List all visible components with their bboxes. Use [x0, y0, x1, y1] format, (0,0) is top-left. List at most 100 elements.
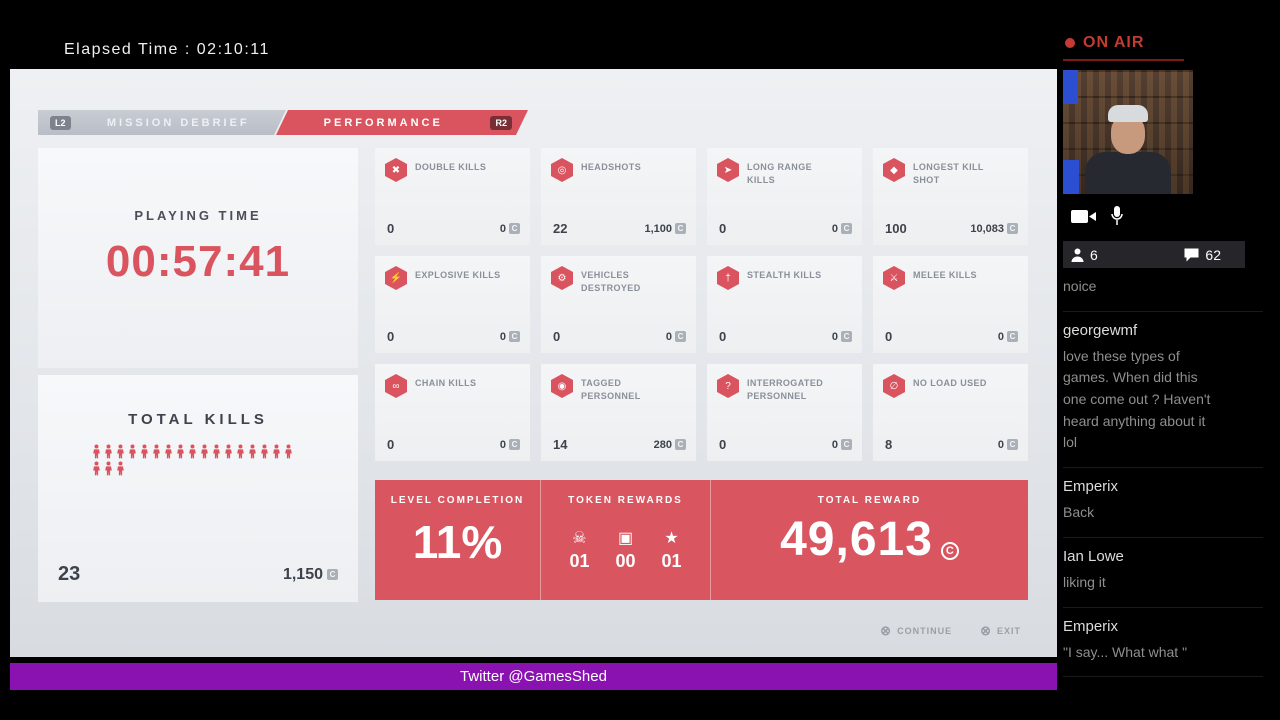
- longest-kill-shot-icon: ◆: [883, 158, 905, 182]
- chat-message: noice: [1063, 266, 1263, 312]
- tab-mission-debrief-label: MISSION DEBRIEF: [106, 116, 250, 129]
- coin-icon: [509, 331, 520, 342]
- coin-icon: [841, 439, 852, 450]
- exit-button-label: EXIT: [996, 625, 1021, 636]
- stat-reward-value: 10,083: [970, 222, 1004, 235]
- tab-performance-label: PERFORMANCE: [323, 116, 443, 129]
- total-kills-card: TOTAL KILLS 23 1,150: [38, 375, 358, 602]
- double-kills-icon: ✖: [385, 158, 407, 182]
- continue-button-label: CONTINUE: [897, 625, 953, 636]
- stat-card: ➤ LONG RANGE KILLS 0 0: [707, 148, 862, 245]
- chat-text: love these types of games. When did this…: [1063, 347, 1211, 451]
- stat-reward: 0: [500, 439, 520, 451]
- person-icon: [261, 444, 268, 459]
- stat-card: † STEALTH KILLS 0 0: [707, 256, 862, 353]
- stat-reward-value: 280: [653, 438, 672, 451]
- person-icon: [249, 444, 256, 459]
- person-icon: [225, 444, 232, 459]
- stat-reward: 280: [654, 439, 686, 451]
- coin-icon: [1007, 331, 1018, 342]
- person-icon: [141, 444, 148, 459]
- stat-label: NO LOAD USED: [913, 378, 987, 388]
- stat-label: LONG RANGE KILLS: [747, 162, 813, 185]
- stat-card: ✖ DOUBLE KILLS 0 0: [375, 148, 530, 245]
- coin-icon: [675, 331, 686, 342]
- on-air-label: ON AIR: [1083, 34, 1145, 51]
- comment-count: 62: [1184, 247, 1221, 263]
- microphone-icon: [1111, 206, 1123, 225]
- stat-value: 0: [719, 437, 727, 452]
- tab-performance[interactable]: PERFORMANCE R2: [276, 110, 528, 135]
- coin-icon: [675, 439, 686, 450]
- stat-reward-value: 0: [997, 438, 1004, 451]
- stat-card: ◉ TAGGED PERSONNEL 14 280: [541, 364, 696, 461]
- continue-button[interactable]: ⊗ CONTINUE: [880, 624, 952, 637]
- person-icon: [237, 444, 244, 459]
- stat-label: INTERROGATED PERSONNEL: [747, 378, 824, 401]
- chat-message: Ian Lowe liking it: [1063, 538, 1263, 608]
- coin-icon: [1007, 439, 1018, 450]
- stat-value: 0: [553, 329, 561, 344]
- total-kills-reward-value: 1,150: [282, 565, 323, 583]
- token-crate: ▣ 00: [615, 530, 635, 572]
- stat-reward-value: 0: [997, 330, 1004, 343]
- level-completion-value: 11%: [412, 516, 503, 568]
- token-skull: ☠ 01: [569, 530, 589, 572]
- stat-card: ∞ CHAIN KILLS 0 0: [375, 364, 530, 461]
- stat-card: ◆ LONGEST KILL SHOT 100 10,083: [873, 148, 1028, 245]
- stat-card: ⚡ EXPLOSIVE KILLS 0 0: [375, 256, 530, 353]
- tagged-personnel-icon: ◉: [551, 374, 573, 398]
- stat-reward-value: 0: [831, 330, 838, 343]
- camera-icon: [1071, 209, 1096, 223]
- on-air-underline: [1063, 59, 1184, 61]
- stat-value: 8: [885, 437, 893, 452]
- person-icon: [285, 444, 292, 459]
- chat-text: noice: [1063, 278, 1097, 294]
- exit-button[interactable]: ⊗ EXIT: [980, 624, 1021, 637]
- person-icon: [153, 444, 160, 459]
- stat-reward-value: 0: [499, 438, 506, 451]
- record-dot-icon: [1065, 38, 1075, 48]
- stat-reward-value: 0: [831, 438, 838, 451]
- stat-value: 0: [719, 221, 727, 236]
- token-rewards-label: TOKEN REWARDS: [568, 495, 683, 506]
- stat-value: 22: [553, 221, 568, 236]
- person-icon: [93, 461, 100, 476]
- coin-icon: [841, 223, 852, 234]
- chat-list[interactable]: noice georgewmf love these types of game…: [1063, 266, 1263, 720]
- person-icon: [177, 444, 184, 459]
- stat-value: 0: [387, 329, 395, 344]
- stat-card: ∅ NO LOAD USED 8 0: [873, 364, 1028, 461]
- tab-mission-debrief[interactable]: L2 MISSION DEBRIEF: [38, 110, 286, 135]
- stat-reward: 0: [666, 331, 686, 343]
- no-load-used-icon: ∅: [883, 374, 905, 398]
- level-completion-section: LEVEL COMPLETION 11%: [375, 480, 541, 600]
- token-rewards-section: TOKEN REWARDS ☠ 01 ▣ 00 ★ 01: [541, 480, 711, 600]
- person-icon: [201, 444, 208, 459]
- person-icon: [273, 444, 280, 459]
- chat-text: "I say... What what ": [1063, 643, 1188, 660]
- game-screen: L2 MISSION DEBRIEF PERFORMANCE R2 PLAYIN…: [10, 69, 1057, 657]
- stat-label: DOUBLE KILLS: [415, 162, 487, 172]
- total-kills-count: 23: [58, 563, 81, 585]
- person-icon: [129, 444, 136, 459]
- playing-time-label: PLAYING TIME: [134, 208, 262, 223]
- kill-icons: [92, 444, 304, 476]
- coin-icon: [509, 439, 520, 450]
- long-range-kills-icon: ➤: [717, 158, 739, 182]
- coin-icon: [940, 541, 959, 560]
- total-reward-section: TOTAL REWARD 49,613: [711, 480, 1028, 600]
- chat-text: Back: [1063, 504, 1095, 521]
- explosive-kills-icon: ⚡: [385, 266, 407, 290]
- thumbnail-blue-patch: [1063, 160, 1079, 194]
- l2-button-badge: L2: [50, 116, 71, 130]
- coin-icon: [1007, 223, 1018, 234]
- person-icon: [93, 444, 100, 459]
- chat-text: liking it: [1063, 573, 1106, 590]
- stat-card: ⚙ VEHICLES DESTROYED 0 0: [541, 256, 696, 353]
- stat-label: MELEE KILLS: [913, 270, 977, 280]
- stat-reward-value: 1,100: [644, 222, 672, 235]
- streamer-camera-thumbnail: [1063, 70, 1193, 194]
- comment-bubble-icon: [1184, 248, 1199, 261]
- streamer-torso: [1085, 152, 1171, 194]
